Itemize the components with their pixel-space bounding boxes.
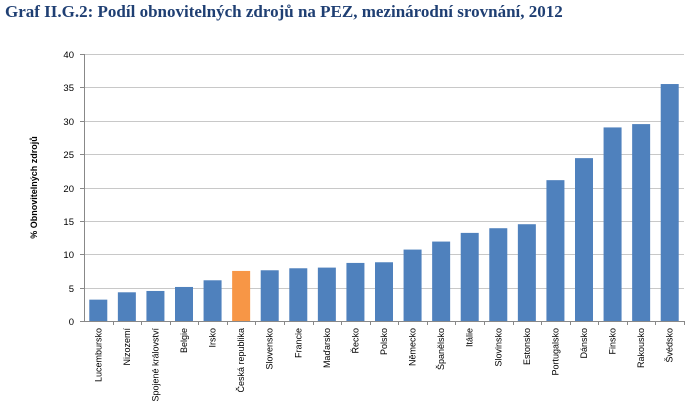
bar: [146, 290, 165, 321]
x-tick-label: Itálie: [465, 328, 475, 347]
y-axis-title: % Obnovitelných zdrojů: [29, 136, 39, 239]
x-tick-label: Řecko: [350, 328, 360, 354]
bar: [603, 127, 622, 321]
y-tick-label: 35: [63, 83, 74, 94]
bar: [346, 262, 365, 321]
x-tick-label: Rakousko: [636, 328, 646, 368]
x-tick-label: Dánsko: [579, 328, 589, 359]
bar: [546, 180, 565, 321]
y-tick-label: 30: [63, 117, 74, 128]
x-tick-label: Slovinsko: [493, 328, 503, 367]
y-tick-label: 25: [63, 150, 74, 161]
bar: [260, 270, 279, 321]
bars: [89, 84, 679, 322]
bar: [289, 268, 308, 321]
y-tick-label: 5: [69, 284, 74, 295]
x-tick-label: Německo: [408, 328, 418, 366]
x-tick-label: Lucembursko: [93, 328, 103, 382]
y-tick-label: 15: [63, 217, 74, 228]
bar: [175, 286, 193, 321]
bar: [432, 241, 451, 321]
bar: [489, 228, 508, 321]
bar: [403, 249, 422, 321]
x-tick-label: Česká republika: [236, 328, 246, 393]
y-tick-label: 40: [63, 50, 74, 61]
y-tick-label: 20: [63, 184, 74, 195]
bar: [232, 270, 251, 321]
axes: 0 5 10 15 20 25 30 35 40 Lucembursko Nizozemí Spoje…: [63, 50, 685, 402]
bar: [660, 84, 679, 321]
x-tick-label: Polsko: [379, 328, 389, 355]
bar: [317, 267, 336, 321]
x-tick-label: Belgie: [179, 328, 189, 353]
y-tick-label: 0: [69, 317, 74, 328]
bar: [203, 280, 222, 321]
x-tick-label: Maďarsko: [322, 328, 332, 368]
bar: [117, 292, 136, 321]
x-tick-label: Nizozemí: [122, 328, 132, 366]
x-tick-label: Francie: [293, 328, 303, 358]
bar: [89, 299, 108, 321]
x-tick-label: Spojené království: [150, 328, 160, 402]
bar: [517, 224, 536, 321]
x-tick-label: Španělsko: [436, 328, 446, 370]
x-tick-label: Estonsko: [522, 328, 532, 365]
bar: [375, 262, 393, 321]
bar: [575, 158, 593, 321]
x-tick-label: Finsko: [608, 328, 618, 355]
y-tick-label: 10: [63, 250, 74, 261]
bar: [460, 232, 479, 321]
gridlines: [84, 54, 684, 289]
x-tick-label: Irsko: [208, 328, 218, 348]
x-tick-label: Slovensko: [265, 328, 275, 370]
chart-title: Graf II.G.2: Podíl obnovitelných zdrojů …: [5, 2, 563, 21]
x-tick-label: Švédsko: [665, 328, 675, 363]
x-tick-label: Portugalsko: [550, 328, 560, 376]
bar: [632, 124, 651, 322]
